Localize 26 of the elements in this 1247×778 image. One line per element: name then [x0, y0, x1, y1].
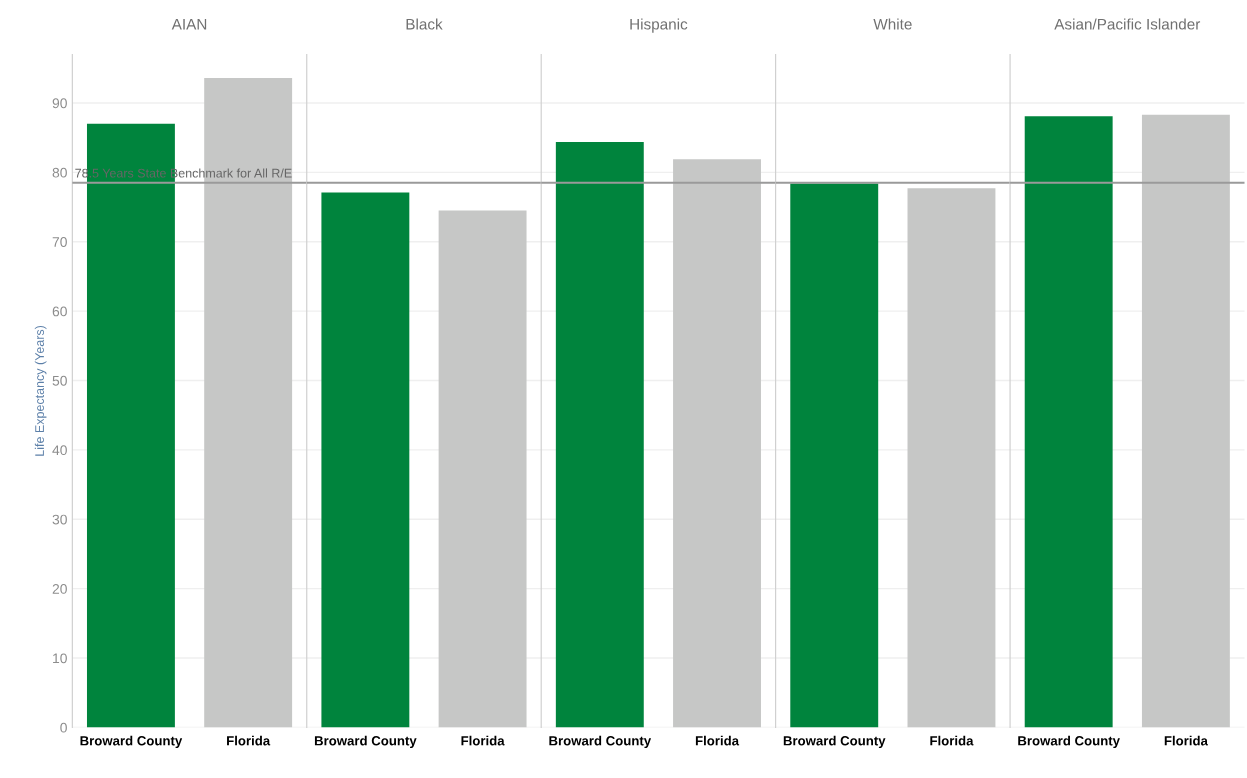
- y-axis-title: Life Expectancy (Years): [34, 325, 47, 456]
- chart-title: AIAN: [171, 18, 207, 30]
- chart-title: Asian/Pacific Islander: [1054, 18, 1201, 30]
- y-tick-label: 70: [52, 237, 67, 247]
- x-tick-label: Broward County: [1018, 735, 1120, 749]
- x-tick-label: Broward County: [80, 735, 183, 749]
- x-tick-label: Broward County: [314, 735, 417, 749]
- chart-title: Black: [406, 18, 443, 30]
- chart-title: White: [873, 18, 912, 30]
- x-tick-label: Florida: [1164, 735, 1208, 746]
- y-tick-label: 50: [52, 375, 67, 386]
- y-tick-label: 40: [52, 445, 67, 456]
- y-tick-label: 30: [52, 514, 67, 525]
- x-tick-label: Florida: [461, 735, 505, 746]
- x-tick-label: Florida: [227, 735, 271, 746]
- y-tick-label: 60: [52, 306, 67, 317]
- x-tick-label: Broward County: [783, 735, 886, 749]
- chart-title: Hispanic: [630, 18, 688, 33]
- y-tick-label: 20: [52, 584, 67, 594]
- x-tick-label: Florida: [930, 735, 974, 746]
- x-tick-label: Broward County: [549, 735, 652, 749]
- y-tick-label: 90: [52, 98, 67, 109]
- y-tick-label: 80: [52, 167, 67, 178]
- x-tick-label: Florida: [695, 735, 740, 746]
- y-tick-label: 10: [53, 653, 67, 664]
- y-tick-label: 0: [60, 722, 67, 733]
